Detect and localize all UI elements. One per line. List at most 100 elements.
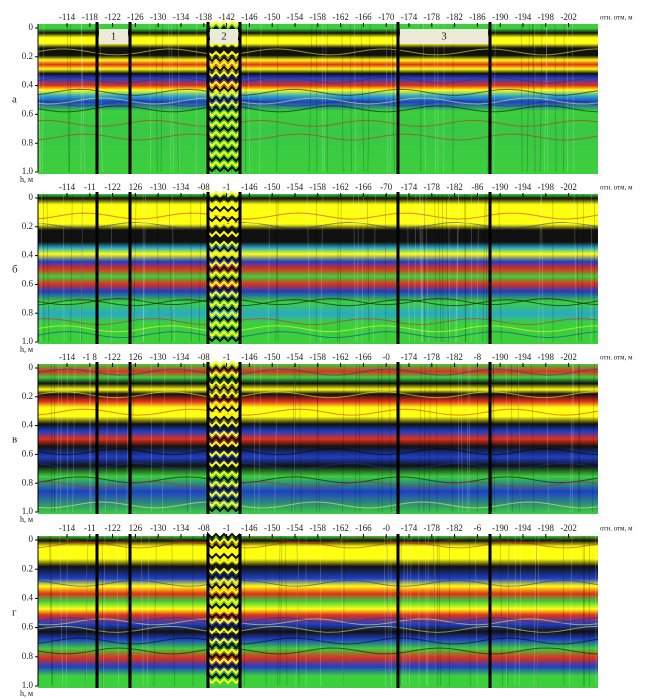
x-tick-label: -190 (492, 12, 509, 22)
x-tick-label: -08 (198, 352, 210, 362)
panel-label: а (12, 94, 17, 106)
y-tick-label: 0.6 (22, 448, 34, 458)
x-tick-label: -114 (59, 523, 76, 533)
x-tick-label: -202 (560, 12, 577, 22)
x-tick-label: 126 (129, 523, 143, 533)
x-tick-label: -134 (173, 182, 190, 192)
x-tick-label: -178 (424, 352, 441, 362)
x-tick-label: -198 (538, 523, 555, 533)
x-tick-label: -0 (382, 523, 390, 533)
y-tick-label: 0.2 (22, 51, 33, 61)
x-tick-label: -150 (264, 523, 281, 533)
x-tick-label: -166 (355, 523, 372, 533)
x-tick-label: -178 (424, 182, 441, 192)
x-tick-label: -134 (173, 352, 190, 362)
x-tick-label: -194 (515, 523, 532, 533)
y-unit: h, м (20, 689, 33, 698)
x-unit: отн. отм, м (600, 354, 633, 362)
y-tick-label: 0 (29, 22, 34, 32)
x-tick-label: -198 (538, 352, 555, 362)
x-tick-label: -198 (538, 12, 555, 22)
panel-label: в (12, 434, 17, 446)
x-tick-label: 126 (129, 182, 143, 192)
y-tick-label: 0.2 (22, 391, 33, 401)
x-tick-label: -182 (446, 182, 463, 192)
x-tick-label: -202 (560, 523, 577, 533)
y-tick-label: 0.8 (22, 137, 34, 147)
x-tick-label: -6 (474, 523, 482, 533)
x-tick-label: -122 (104, 182, 121, 192)
x-tick-label: -126 (127, 12, 144, 22)
x-tick-label: -202 (560, 182, 577, 192)
x-unit: отн. отм, м (600, 14, 633, 22)
x-tick-label: -86 (471, 182, 483, 192)
y-tick-label: 0 (29, 362, 34, 372)
x-tick-label: -146 (241, 12, 258, 22)
x-tick-label: -130 (150, 352, 167, 362)
x-tick-label: -158 (310, 523, 327, 533)
x-tick-label: -182 (446, 12, 463, 22)
y-unit: h, м (20, 515, 33, 524)
x-tick-label: -174 (401, 352, 418, 362)
y-tick-label: 0.6 (22, 108, 34, 118)
x-tick-label: -154 (287, 523, 304, 533)
x-tick-label: -182 (446, 523, 463, 533)
x-tick-label: -154 (287, 352, 304, 362)
x-tick-label: -202 (560, 352, 577, 362)
y-tick-label: 0.8 (22, 651, 34, 661)
y-tick-label: 0.4 (22, 80, 34, 90)
section-label: 2 (221, 31, 227, 43)
x-tick-label: -8 (474, 352, 482, 362)
radargram (38, 194, 598, 344)
x-tick-label: -134 (173, 12, 190, 22)
x-tick-label: -70 (380, 182, 392, 192)
x-tick-label: -1 8 (83, 352, 98, 362)
y-tick-label: 0.2 (22, 563, 33, 573)
x-tick-label: -114 (59, 12, 76, 22)
x-tick-label: -154 (287, 182, 304, 192)
x-tick-label: -1 (223, 182, 231, 192)
x-tick-label: -1 (223, 523, 231, 533)
x-tick-label: -174 (401, 182, 418, 192)
x-tick-label: -146 (241, 352, 258, 362)
x-tick-label: -174 (401, 523, 418, 533)
y-tick-label: 0.4 (22, 250, 34, 260)
x-tick-label: -130 (150, 182, 167, 192)
x-tick-label: -178 (424, 523, 441, 533)
x-tick-label: -138 (196, 12, 213, 22)
y-tick-label: 0.4 (22, 592, 34, 602)
x-tick-label: -186 (469, 12, 486, 22)
radargram (38, 536, 598, 688)
x-tick-label: -190 (492, 182, 509, 192)
figure: -114-118-122-126-130-134-138-142-146-150… (0, 0, 649, 699)
x-tick-label: -162 (332, 523, 349, 533)
y-tick-label: 0.6 (22, 278, 34, 288)
x-tick-label: -142 (218, 12, 235, 22)
section-label: 3 (441, 31, 447, 43)
x-tick-label: -166 (355, 352, 372, 362)
x-tick-label: -146 (241, 523, 258, 533)
y-unit: h, м (20, 345, 33, 354)
x-tick-label: -150 (264, 12, 281, 22)
x-tick-label: -122 (104, 352, 121, 362)
y-tick-label: 0.6 (22, 622, 34, 632)
x-tick-label: -1 (223, 352, 231, 362)
x-tick-label: -0 (382, 352, 390, 362)
panel-label: б (12, 264, 18, 276)
x-tick-label: -166 (355, 12, 372, 22)
x-tick-label: -178 (424, 12, 441, 22)
x-tick-label: -194 (515, 12, 532, 22)
x-tick-label: -194 (515, 352, 532, 362)
y-tick-label: 0.4 (22, 420, 34, 430)
x-tick-label: -08 (198, 182, 210, 192)
x-tick-label: -166 (355, 182, 372, 192)
x-tick-label: -158 (310, 182, 327, 192)
x-tick-label: -170 (378, 12, 395, 22)
x-tick-label: -162 (332, 12, 349, 22)
x-tick-label: -174 (401, 12, 418, 22)
y-tick-label: 0 (29, 534, 34, 544)
y-unit: h, м (20, 175, 33, 184)
x-tick-label: -122 (104, 523, 121, 533)
x-tick-label: -158 (310, 352, 327, 362)
x-tick-label: -154 (287, 12, 304, 22)
